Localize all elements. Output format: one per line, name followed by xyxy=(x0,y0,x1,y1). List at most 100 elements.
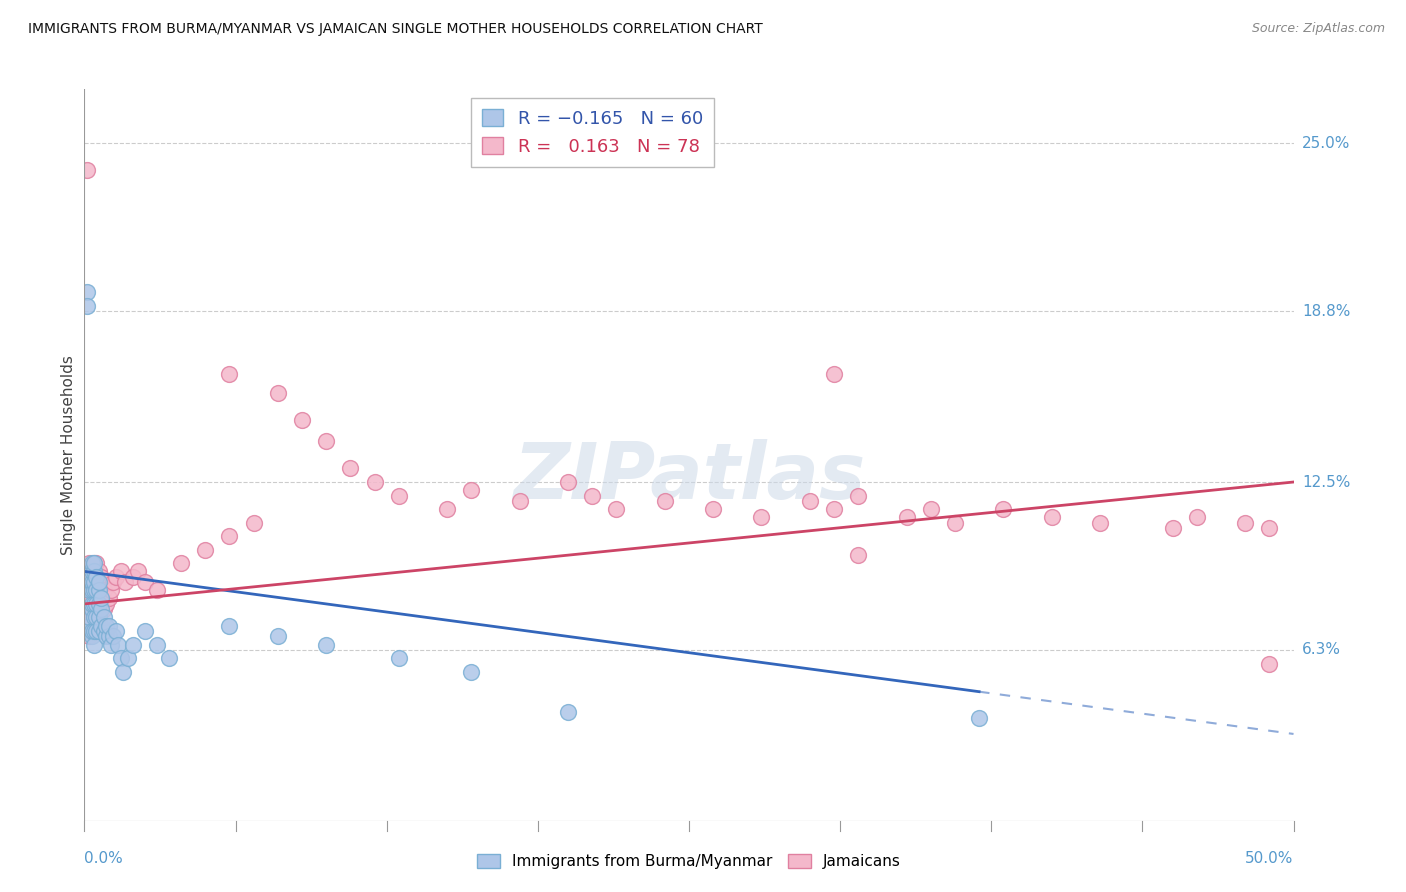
Point xyxy=(218,618,240,632)
Point xyxy=(104,570,127,584)
Y-axis label: Single Mother Households: Single Mother Households xyxy=(60,355,76,555)
Point xyxy=(339,461,361,475)
Point xyxy=(436,502,458,516)
Point xyxy=(581,489,603,503)
Point xyxy=(1161,521,1184,535)
Point xyxy=(93,602,115,616)
Point xyxy=(654,494,676,508)
Legend: Immigrants from Burma/Myanmar, Jamaicans: Immigrants from Burma/Myanmar, Jamaicans xyxy=(471,848,907,875)
Text: Source: ZipAtlas.com: Source: ZipAtlas.com xyxy=(1251,22,1385,36)
Point xyxy=(77,624,100,638)
Point xyxy=(80,591,103,606)
Point xyxy=(557,475,579,489)
Point xyxy=(315,434,337,449)
Point xyxy=(80,597,103,611)
Point xyxy=(605,502,627,516)
Point xyxy=(86,583,108,598)
Point xyxy=(83,597,105,611)
Point xyxy=(127,565,149,579)
Point xyxy=(83,583,105,598)
Point xyxy=(83,638,105,652)
Point xyxy=(77,570,100,584)
Text: 25.0%: 25.0% xyxy=(1302,136,1350,151)
Point xyxy=(97,591,120,606)
Point xyxy=(93,610,115,624)
Point xyxy=(1088,516,1111,530)
Point xyxy=(1234,516,1257,530)
Point xyxy=(388,489,411,503)
Point xyxy=(87,610,110,624)
Point xyxy=(100,583,122,598)
Point xyxy=(83,610,105,624)
Point xyxy=(823,367,845,381)
Point xyxy=(80,624,103,638)
Point xyxy=(77,618,100,632)
Point xyxy=(242,516,264,530)
Point xyxy=(86,583,108,598)
Point xyxy=(80,624,103,638)
Point xyxy=(87,597,110,611)
Point xyxy=(83,556,105,570)
Point xyxy=(702,502,724,516)
Point xyxy=(104,624,127,638)
Point xyxy=(80,610,103,624)
Point xyxy=(86,610,108,624)
Point xyxy=(121,638,143,652)
Point xyxy=(388,651,411,665)
Point xyxy=(993,502,1015,516)
Point xyxy=(80,583,103,598)
Point xyxy=(146,638,169,652)
Point xyxy=(90,602,112,616)
Point xyxy=(1258,521,1281,535)
Point xyxy=(76,163,98,178)
Point xyxy=(80,575,103,590)
Point xyxy=(146,583,169,598)
Point xyxy=(80,565,103,579)
Point xyxy=(93,624,115,638)
Point xyxy=(90,591,112,606)
Point xyxy=(87,575,110,590)
Point xyxy=(103,629,125,643)
Point xyxy=(90,570,112,584)
Point xyxy=(110,565,132,579)
Point xyxy=(823,502,845,516)
Point xyxy=(117,651,139,665)
Point xyxy=(87,575,110,590)
Point xyxy=(80,565,103,579)
Point xyxy=(218,529,240,543)
Point xyxy=(315,638,337,652)
Text: 0.0%: 0.0% xyxy=(84,851,124,866)
Point xyxy=(557,706,579,720)
Point xyxy=(134,624,156,638)
Point xyxy=(83,610,105,624)
Point xyxy=(94,629,117,643)
Point xyxy=(97,629,120,643)
Text: ZIPatlas: ZIPatlas xyxy=(513,439,865,515)
Point xyxy=(967,711,990,725)
Point xyxy=(90,618,112,632)
Point xyxy=(80,629,103,643)
Point xyxy=(86,556,108,570)
Point xyxy=(77,597,100,611)
Point xyxy=(87,624,110,638)
Point xyxy=(157,651,180,665)
Point xyxy=(77,570,100,584)
Point xyxy=(267,629,290,643)
Point xyxy=(87,610,110,624)
Point xyxy=(87,597,110,611)
Point xyxy=(77,556,100,570)
Point xyxy=(943,516,966,530)
Point xyxy=(363,475,385,489)
Point xyxy=(94,597,117,611)
Point xyxy=(86,597,108,611)
Point xyxy=(86,602,108,616)
Point xyxy=(93,583,115,598)
Point xyxy=(460,483,482,497)
Point xyxy=(170,556,193,570)
Text: IMMIGRANTS FROM BURMA/MYANMAR VS JAMAICAN SINGLE MOTHER HOUSEHOLDS CORRELATION C: IMMIGRANTS FROM BURMA/MYANMAR VS JAMAICA… xyxy=(28,22,763,37)
Point xyxy=(218,367,240,381)
Point xyxy=(86,624,108,638)
Text: 6.3%: 6.3% xyxy=(1302,642,1341,657)
Point xyxy=(83,575,105,590)
Point xyxy=(76,285,98,300)
